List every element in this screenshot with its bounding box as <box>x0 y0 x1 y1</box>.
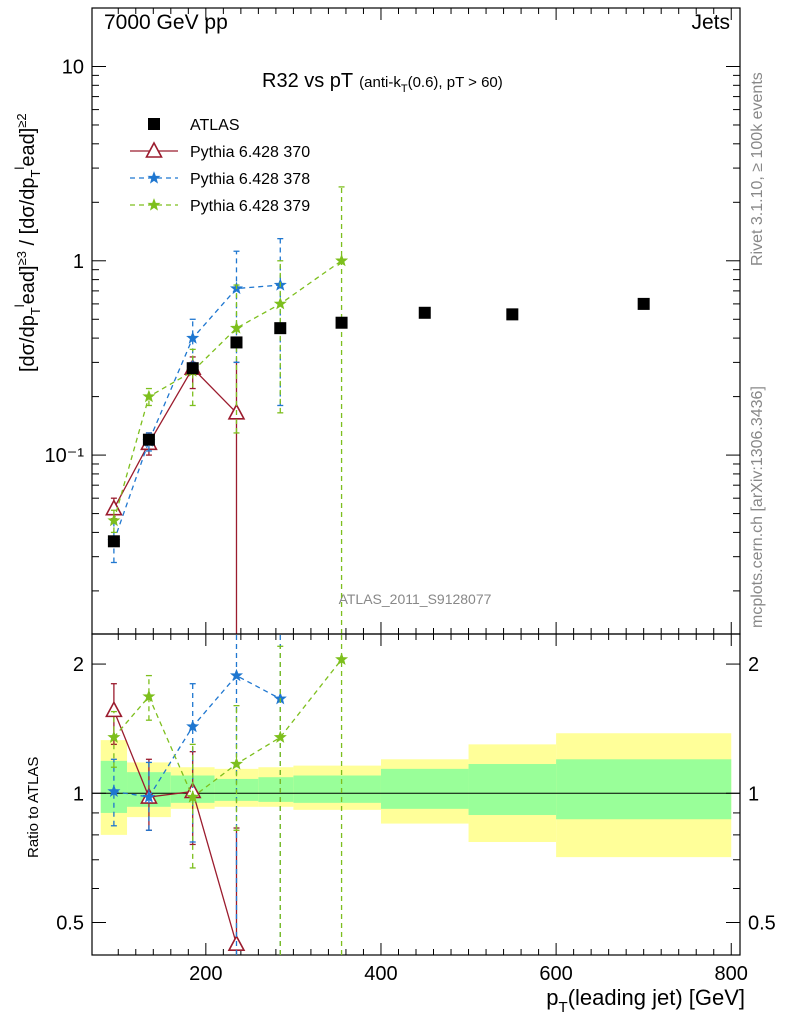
header-left: 7000 GeV pp <box>104 11 228 34</box>
x-tick-label: 200 <box>189 963 222 985</box>
data-point <box>142 689 156 703</box>
series-line <box>113 367 237 509</box>
data-point <box>274 322 287 335</box>
ratio-y-tick-label-right: 0.5 <box>748 912 776 934</box>
chart-title: R32 vs pT (anti-kT(0.6), pT > 60) <box>262 70 503 95</box>
series-line <box>113 710 238 945</box>
data-point <box>229 668 244 682</box>
data-point <box>142 433 155 446</box>
series-line <box>113 260 342 521</box>
series-line <box>113 659 343 799</box>
data-point <box>273 730 287 743</box>
legend-marker <box>145 141 163 158</box>
data-point <box>186 331 200 344</box>
series-line <box>113 284 281 542</box>
uncertainty-band-inner <box>380 768 469 809</box>
data-point <box>107 535 120 548</box>
header-right: Jets <box>691 11 730 34</box>
data-point <box>335 253 349 267</box>
data-point <box>186 719 200 733</box>
data-point <box>335 316 348 329</box>
data-point <box>637 297 650 310</box>
uncertainty-band-inner <box>556 759 732 820</box>
y-tick-label: 10⁻¹ <box>45 445 85 467</box>
analysis-watermark: ATLAS_2011_S9128077 <box>339 591 492 607</box>
y-tick-label: 10 <box>62 56 84 78</box>
data-point <box>107 730 121 743</box>
main-frame <box>91 7 741 635</box>
data-point <box>142 790 156 803</box>
x-tick-label: 400 <box>364 963 397 985</box>
uncertainty-band-inner <box>293 775 381 803</box>
data-point <box>418 306 431 319</box>
main-ylabel: [dσ/dpTlead]≥3 / [dσ/dpTlead]≥2 <box>12 113 43 372</box>
data-point <box>229 757 244 770</box>
legend-label: ATLAS <box>190 117 240 134</box>
data-point <box>230 336 243 349</box>
xlabel: pT(leading jet) [GeV] <box>546 985 745 1016</box>
legend-label: Pythia 6.428 370 <box>190 144 310 161</box>
data-point <box>105 700 123 718</box>
data-point <box>335 652 349 665</box>
uncertainty-band-inner <box>258 777 294 802</box>
mcplots-label: mcplots.cern.ch [arXiv:1306.3436] <box>749 386 766 628</box>
ratio-ylabel: Ratio to ATLAS <box>25 757 42 858</box>
x-tick-label: 800 <box>715 963 748 985</box>
legend-marker <box>147 171 161 184</box>
ratio-y-tick-label-right: 2 <box>748 654 759 676</box>
legend-label: Pythia 6.428 379 <box>190 198 310 215</box>
data-point <box>506 308 519 321</box>
data-point <box>229 321 244 334</box>
legend-marker <box>147 198 161 211</box>
data-point <box>186 790 200 803</box>
ratio-y-tick-label: 2 <box>73 654 84 676</box>
data-point <box>186 362 199 375</box>
legend-marker <box>148 118 160 130</box>
x-tick-label: 600 <box>539 963 572 985</box>
ratio-y-tick-label: 1 <box>73 783 84 805</box>
data-point <box>107 513 121 527</box>
y-tick-label: 1 <box>73 251 84 273</box>
ratio-y-tick-label: 0.5 <box>56 912 84 934</box>
ratio-y-tick-label-right: 1 <box>748 783 759 805</box>
data-point <box>273 297 287 310</box>
legend-label: Pythia 6.428 378 <box>190 171 310 188</box>
data-point <box>142 389 156 403</box>
data-point <box>107 784 121 798</box>
rivet-label: Rivet 3.1.10, ≥ 100k events <box>749 72 766 266</box>
uncertainty-band-inner <box>468 764 557 816</box>
